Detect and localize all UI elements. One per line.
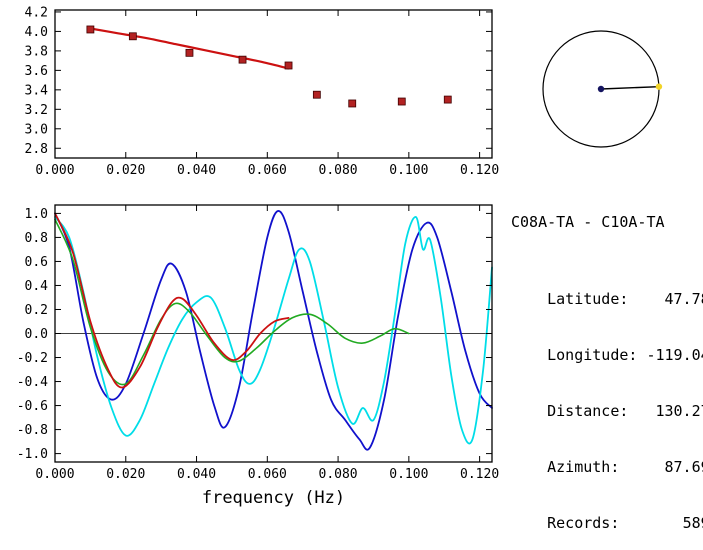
waveforms-plot: 0.000 0.020 0.040 0.060 0.080 0.100 0.120 1.0 0.… <box>17 204 499 508</box>
data-point-marker <box>348 99 357 108</box>
series-curve-blue <box>54 210 493 451</box>
waveforms-ytick-label: -0.6 <box>17 399 48 414</box>
data-point-marker <box>128 32 137 41</box>
waveforms-ytick-label: -0.8 <box>17 423 48 438</box>
records-value: 589 <box>682 514 703 532</box>
waveforms-ytick-label: 0.0 <box>25 327 48 342</box>
waveforms-ytick-label: -1.0 <box>17 447 48 462</box>
dispersion-ytick-label: 3.0 <box>25 122 48 137</box>
data-point-marker <box>185 48 194 57</box>
waveforms-xtick-label: 0.020 <box>106 467 145 482</box>
station-pair-title: C08A-TA - C10A-TA <box>511 213 665 231</box>
azimuth-value: 87.69 <box>664 458 703 476</box>
azimuth-line <box>600 85 659 90</box>
plot-canvas: 0.000 0.020 0.040 0.060 0.080 0.100 0.120 4.2 4.… <box>17 5 663 508</box>
data-point-marker <box>86 25 95 34</box>
info-line-azimuth: Azimuth: 87.69 <box>511 440 703 476</box>
waveforms-xtick-label: 0.000 <box>35 467 74 482</box>
station-info-panel: C08A-TA - C10A-TA Latitude: 47.78 Longitu… <box>511 177 703 534</box>
waveforms-xtick-label: 0.100 <box>389 467 428 482</box>
dispersion-ytick-label: 3.2 <box>25 103 48 118</box>
dispersion-ytick-label: 3.4 <box>25 83 49 98</box>
waveforms-xtick-label: 0.060 <box>248 467 287 482</box>
x-axis-title: frequency (Hz) <box>202 488 345 508</box>
dispersion-xtick-label: 0.040 <box>177 163 216 178</box>
azimuth-plot <box>542 30 663 148</box>
distance-label: Distance: <box>547 402 629 420</box>
dispersion-xtick-label: 0.100 <box>389 163 428 178</box>
dispersion-ytick-label: 4.2 <box>25 5 48 20</box>
latitude-value: 47.78 <box>664 290 703 308</box>
waveforms-ytick-label: -0.2 <box>17 351 48 366</box>
dispersion-ytick-label: 4.0 <box>25 25 48 40</box>
azimuth-label: Azimuth: <box>547 458 620 476</box>
data-point-marker <box>238 55 247 64</box>
series-curve-red <box>54 212 290 389</box>
longitude-label: Longitude: <box>547 346 638 364</box>
waveforms-ytick-label: 0.4 <box>25 279 49 294</box>
dispersion-frame <box>54 9 493 159</box>
info-line-longitude: Longitude: -119.04 <box>511 328 703 364</box>
data-point-marker <box>397 97 406 106</box>
waveforms-ytick-label: 0.8 <box>25 231 48 246</box>
distance-value: 130.27 <box>655 402 703 420</box>
data-point-marker <box>443 95 452 104</box>
dispersion-xtick-label: 0.120 <box>460 163 499 178</box>
series-fit-curve <box>89 27 290 70</box>
dispersion-ytick-label: 2.8 <box>25 142 48 157</box>
data-point-marker <box>312 90 321 99</box>
dispersion-xtick-label: 0.000 <box>35 163 74 178</box>
series-curve-cyan <box>54 216 493 445</box>
waveforms-ytick-label: 0.2 <box>25 303 48 318</box>
series-curve-green <box>54 218 410 386</box>
dispersion-xtick-label: 0.060 <box>248 163 287 178</box>
waveforms-xtick-label: 0.080 <box>319 467 358 482</box>
latitude-label: Latitude: <box>547 290 629 308</box>
station-marker <box>655 83 663 90</box>
waveforms-xtick-label: 0.040 <box>177 467 216 482</box>
waveforms-ytick-label: 1.0 <box>25 207 48 222</box>
waveforms-xtick-label: 0.120 <box>460 467 499 482</box>
info-line-distance: Distance: 130.27 <box>511 384 703 420</box>
info-line-records: Records: 589 <box>511 496 703 532</box>
dispersion-ytick-label: 3.6 <box>25 64 48 79</box>
series-measured-points <box>86 25 452 108</box>
records-label: Records: <box>547 514 620 532</box>
info-line-latitude: Latitude: 47.78 <box>511 272 703 308</box>
dispersion-ytick-label: 3.8 <box>25 44 48 59</box>
dispersion-xtick-label: 0.080 <box>319 163 358 178</box>
data-point-marker <box>284 61 293 70</box>
waveforms-ytick-label: -0.4 <box>17 375 48 390</box>
longitude-value: -119.04 <box>646 346 703 364</box>
dispersion-xtick-label: 0.020 <box>106 163 145 178</box>
dispersion-plot: 0.000 0.020 0.040 0.060 0.080 0.100 0.120 4.2 4.… <box>25 5 500 178</box>
center-station-marker <box>597 85 605 93</box>
waveforms-ytick-label: 0.6 <box>25 255 48 270</box>
